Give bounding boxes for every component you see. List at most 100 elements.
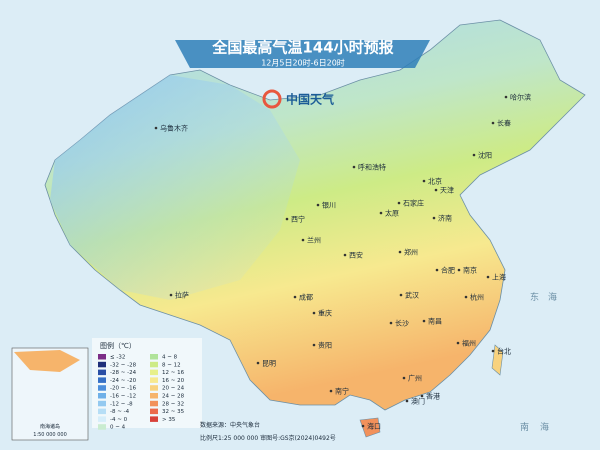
legend-swatch <box>98 354 106 360</box>
legend-label: -20 ~ -16 <box>110 386 137 392</box>
legend-label: 24 ~ 28 <box>162 394 185 400</box>
city-dot <box>402 376 406 380</box>
city-label: 海口 <box>367 422 381 431</box>
city-label: 太原 <box>385 209 399 218</box>
city-label: 成都 <box>299 293 313 302</box>
source: 数据来源：中央气象台 <box>200 421 260 429</box>
city-dot <box>457 268 461 272</box>
city-label: 拉萨 <box>175 291 189 300</box>
city-label: 台北 <box>497 347 511 356</box>
sea-label: 海 <box>540 421 549 433</box>
city-label: 哈尔滨 <box>510 93 531 102</box>
city-label: 呼和浩特 <box>358 163 386 172</box>
legend-label: 4 ~ 8 <box>162 355 178 361</box>
legend-swatch <box>98 385 106 391</box>
legend-label: -16 ~ -12 <box>110 394 136 400</box>
city-dot <box>464 295 468 299</box>
logo-text: 中国天气 <box>286 92 334 107</box>
legend-label: ≤ -32 <box>110 355 125 361</box>
legend-swatch <box>98 400 106 407</box>
city-label: 长沙 <box>395 319 409 328</box>
legend-label: 32 ~ 35 <box>162 409 185 415</box>
legend-swatch <box>150 369 158 376</box>
legend-label: -4 ~ 0 <box>110 417 128 423</box>
legend-label: -12 ~ -8 <box>110 401 133 407</box>
city-dot <box>379 211 383 215</box>
city-dot <box>456 341 460 345</box>
sea-label: 南 <box>520 421 529 433</box>
legend-label: 0 ~ 4 <box>110 425 126 431</box>
legend-box <box>92 338 202 428</box>
legend-swatch <box>150 393 158 399</box>
city-dot <box>343 253 347 257</box>
title: 全国最高气温144小时预报 <box>211 39 393 57</box>
city-label: 南京 <box>463 266 477 275</box>
city-dot <box>491 121 495 125</box>
city-dot <box>422 179 426 183</box>
legend-swatch <box>150 361 158 368</box>
city-label: 济南 <box>438 214 452 223</box>
legend-swatch <box>98 393 106 399</box>
legend-swatch <box>150 385 158 391</box>
city-dot <box>301 238 305 242</box>
city-dot <box>389 321 393 325</box>
legend-label: 28 ~ 32 <box>162 401 184 407</box>
city-label: 南宁 <box>335 387 349 396</box>
city-dot <box>405 399 409 403</box>
legend-swatch <box>98 377 106 383</box>
city-label: 南昌 <box>428 317 442 326</box>
city-label: 石家庄 <box>403 199 424 208</box>
legend-label: 16 ~ 20 <box>162 378 185 384</box>
city-label: 沈阳 <box>478 151 492 160</box>
legend: ≤ -32-32 ~ -28 -28 ~ -24 -24 ~ -20 -20 ~ -1… <box>98 354 185 431</box>
legend-label: -8 ~ -4 <box>110 409 130 415</box>
sea-label: 海 <box>548 291 557 303</box>
sea-label: 东 <box>530 291 539 303</box>
city-dot <box>154 126 158 130</box>
city-dot <box>486 275 490 279</box>
legend-title: 图例（℃） <box>100 341 136 350</box>
city-label: 郑州 <box>404 249 418 257</box>
city-label: 天津 <box>440 187 454 195</box>
city-dot <box>293 295 297 299</box>
legend-swatch <box>98 369 106 376</box>
city-label: 贵阳 <box>318 341 332 350</box>
city-dot <box>352 165 356 169</box>
city-label: 广州 <box>408 374 422 383</box>
city-label: 武汉 <box>405 291 419 300</box>
west-cold-zone <box>50 75 300 300</box>
city-dot <box>312 311 316 315</box>
city-dot <box>285 217 289 221</box>
city-dot <box>472 153 476 157</box>
city-dot <box>397 201 401 205</box>
city-dot <box>316 203 320 207</box>
legend-swatch <box>150 408 158 415</box>
inset-scale: 1:50 000 000 <box>33 432 67 438</box>
city-dot <box>422 319 426 323</box>
city-dot <box>504 95 508 99</box>
hainan <box>359 417 381 438</box>
city-dot <box>399 293 403 297</box>
city-label: 乌鲁木齐 <box>160 124 188 133</box>
city-label: 兰州 <box>307 236 321 245</box>
legend-swatch <box>98 416 106 422</box>
scale-info: 比例尺1:25 000 000 审图号:GS京(2024)0492号 <box>200 434 336 442</box>
legend-label: -32 ~ -28 <box>110 362 137 368</box>
legend-label: -24 ~ -20 <box>110 378 137 384</box>
city-dot <box>256 361 260 365</box>
city-dot <box>329 389 333 393</box>
city-dot <box>435 268 439 272</box>
legend-swatch <box>98 361 106 368</box>
legend-label: -28 ~ -24 <box>110 370 137 376</box>
city-label: 杭州 <box>470 293 484 302</box>
inset-land <box>14 350 80 372</box>
city-label: 合肥 <box>441 266 455 275</box>
title-banner <box>175 40 430 68</box>
city-label: 昆明 <box>262 360 276 368</box>
city-dot <box>398 250 402 254</box>
legend-swatch <box>98 408 106 415</box>
city-label: 香港 <box>426 392 440 401</box>
city-label: 银川 <box>322 201 336 210</box>
